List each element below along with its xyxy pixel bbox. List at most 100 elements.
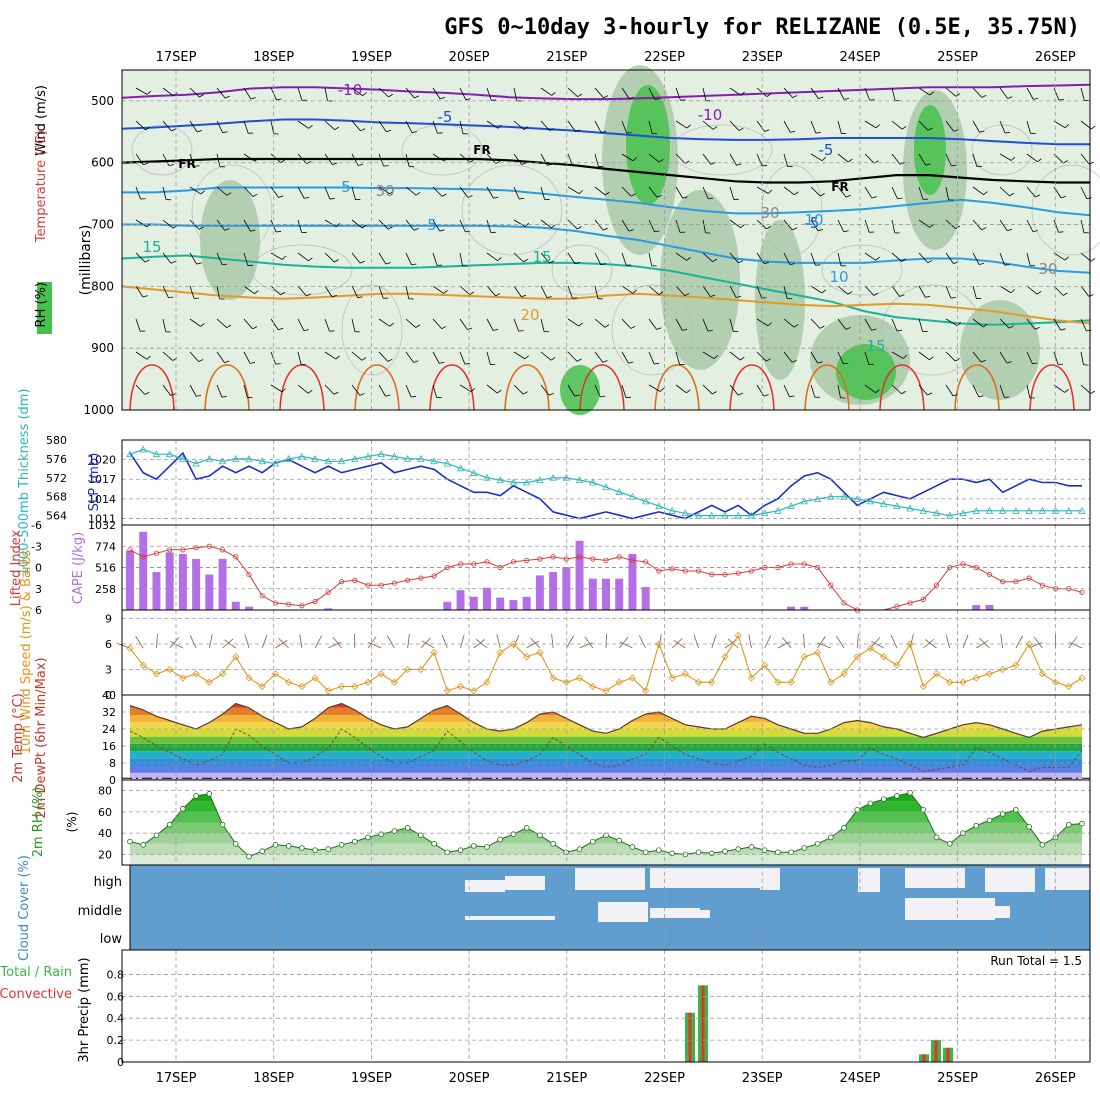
wind-barb-flag — [578, 189, 584, 194]
wind-barb — [513, 153, 522, 165]
lifted-index-point — [405, 577, 411, 583]
wind-barb — [972, 351, 982, 363]
wind-barb — [486, 351, 491, 365]
wind-barb — [891, 219, 896, 233]
wind-barb — [324, 384, 335, 395]
wind-barb-flag — [951, 164, 957, 167]
wind-barb — [135, 186, 142, 200]
wind-barb — [1026, 351, 1033, 364]
wind-barb-flag — [899, 161, 905, 165]
wind-barb-flag — [629, 96, 635, 100]
wind-barb-flag — [200, 190, 205, 195]
wind-barb — [540, 285, 548, 298]
wind-barb — [162, 186, 167, 200]
wind-barb — [297, 153, 307, 164]
wind-barb — [432, 120, 438, 134]
wind-speed-point — [430, 648, 438, 657]
wind-barb-flag — [762, 164, 768, 167]
wind-tick-label: 0 — [105, 689, 112, 702]
wind-barb-flag — [142, 295, 148, 298]
rh-tick-label: 60 — [98, 806, 112, 819]
wind-barb — [513, 120, 525, 130]
rh-point — [338, 842, 345, 848]
rh-contour — [881, 284, 983, 376]
wind-barb — [297, 384, 309, 394]
rh-point — [404, 825, 411, 831]
lifted-index-point — [127, 547, 133, 553]
wind-barb — [1026, 186, 1036, 198]
wind-barb — [648, 318, 657, 330]
wind-barb-flag — [845, 327, 851, 330]
surface-wind-barb — [1068, 636, 1078, 649]
wind-barb-flag — [764, 261, 770, 265]
thickness-tick-label: 580 — [46, 434, 67, 447]
rh-point — [920, 806, 927, 813]
thickness-point — [747, 511, 756, 519]
wind-speed-point — [496, 648, 504, 657]
surface-wind-barb — [1015, 635, 1024, 649]
thickness-point — [470, 469, 478, 476]
wind-barb-flag — [443, 289, 448, 294]
pressure-tick-label: 1000 — [83, 403, 114, 417]
wind-barb — [972, 285, 977, 299]
lifted-index-point — [1026, 575, 1032, 581]
wind-barb — [567, 87, 578, 97]
wind-barb — [243, 318, 253, 330]
lifted-index-point — [550, 554, 556, 560]
thickness-point — [351, 455, 359, 462]
wind-barb — [135, 384, 146, 395]
cloud-level-label: middle — [78, 904, 122, 919]
wind-barb-flag — [335, 222, 341, 227]
wind-tick-label: 3 — [105, 664, 112, 677]
thickness-point — [879, 499, 888, 507]
surface-wind-barb — [945, 634, 951, 649]
wind-barb-flag — [767, 189, 773, 194]
wind-barb-flag — [952, 394, 958, 397]
wind-barb — [189, 120, 198, 133]
wind-speed-point — [761, 661, 769, 669]
wind-barb-flag — [654, 362, 660, 365]
wind-speed-point — [377, 670, 385, 678]
surface-wind-barb — [314, 635, 323, 649]
wind-speed-point — [139, 661, 147, 669]
wind-barb-flag — [278, 327, 284, 331]
wind-barb — [621, 318, 632, 329]
thickness-point — [126, 450, 134, 458]
wind-barb — [513, 318, 520, 332]
wind-barb-flag — [1007, 96, 1013, 99]
thickness-point — [641, 497, 650, 505]
wind-barb — [729, 87, 742, 96]
wind-barb — [540, 252, 550, 264]
lifted-index-point — [563, 556, 569, 562]
wind-barb-flag — [738, 127, 744, 131]
wind-barb-flag — [767, 322, 772, 327]
cloud-gap — [575, 868, 645, 890]
thickness-point — [1038, 506, 1047, 514]
surface-wind-barb — [421, 640, 435, 649]
cape-bar — [985, 605, 994, 610]
wind-barb-flag — [198, 226, 204, 230]
wind-barb — [297, 318, 305, 331]
thickness-point — [1078, 506, 1086, 514]
date-label-bottom: 21SEP — [546, 1071, 587, 1086]
wind-tick-label: 6 — [105, 638, 112, 651]
thickness-point — [377, 450, 385, 458]
wind-barb — [324, 285, 333, 298]
wind-barb — [378, 186, 391, 195]
wind-barb-flag — [712, 391, 717, 395]
wind-barb-flag — [250, 229, 256, 232]
thickness-point — [615, 488, 623, 495]
wind-barb-flag — [170, 393, 176, 396]
wind-barb-flag — [467, 327, 473, 331]
wind-barb — [783, 153, 788, 167]
wind-barb — [324, 120, 335, 130]
wind-barb-flag — [308, 257, 313, 262]
wind-barb — [810, 120, 817, 134]
wind-barb — [162, 285, 169, 298]
wind-barb-flag — [1090, 390, 1096, 395]
wind-barb-flag — [361, 357, 367, 361]
wind-barb — [405, 87, 415, 99]
wind-barb — [1026, 120, 1031, 134]
wind-speed-point — [126, 644, 134, 652]
axis-label-cape: CAPE (J/kg) — [71, 532, 86, 604]
